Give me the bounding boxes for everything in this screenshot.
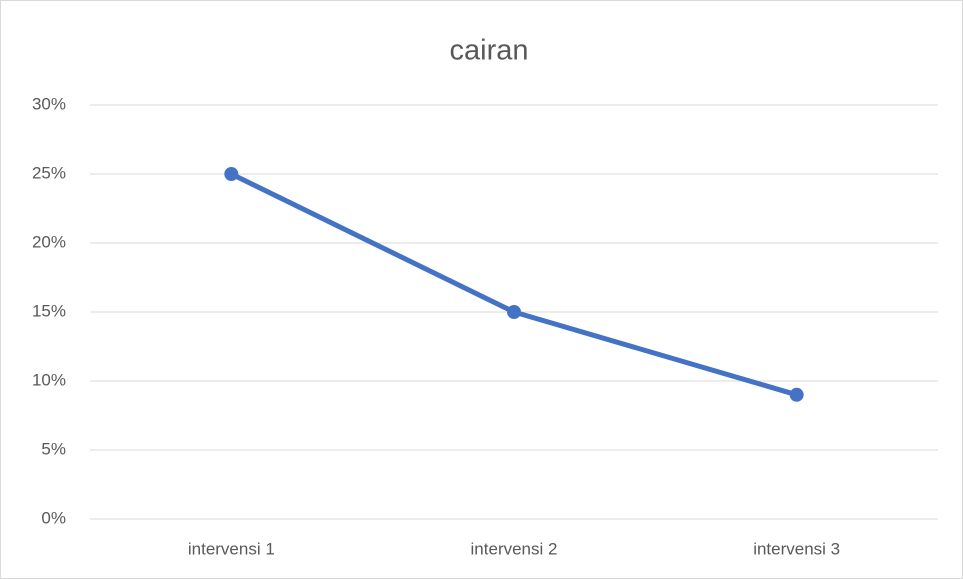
y-tick-label: 15%	[32, 301, 66, 320]
data-point	[507, 305, 521, 319]
x-tick-label: intervensi 2	[471, 539, 558, 558]
y-tick-label: 5%	[41, 439, 66, 458]
y-tick-label: 30%	[32, 94, 66, 113]
x-tick-label: intervensi 3	[753, 539, 840, 558]
y-tick-label: 25%	[32, 163, 66, 182]
y-tick-label: 10%	[32, 370, 66, 389]
data-point	[224, 167, 239, 181]
x-tick-label: intervensi 1	[188, 539, 275, 558]
y-tick-label: 0%	[41, 508, 66, 527]
chart-title: cairan	[450, 35, 529, 67]
data-point	[789, 387, 804, 402]
y-tick-label: 20%	[32, 232, 66, 251]
